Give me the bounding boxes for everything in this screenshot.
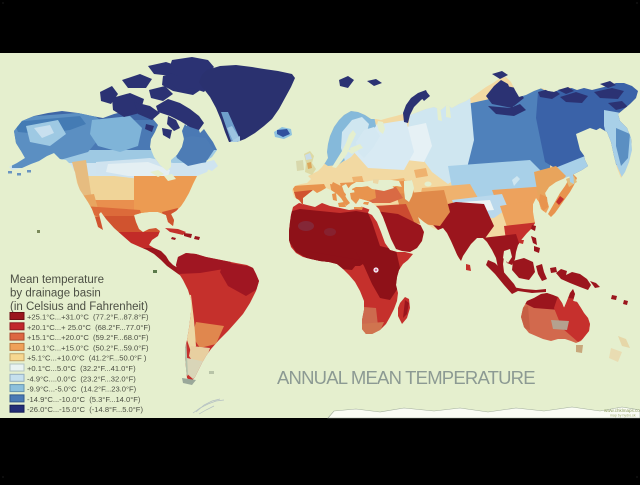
svg-text:+25.1°C...+31.0°C (77.2°F...8: +25.1°C...+31.0°C (77.2°F...87.8°F) bbox=[27, 313, 149, 322]
svg-text:-26.0°C...-15.0°C (-14.8°F...: -26.0°C...-15.0°C (-14.8°F...5.0°F) bbox=[27, 405, 143, 414]
svg-text:+10.1°C...+15.0°C (50.2°F...5: +10.1°C...+15.0°C (50.2°F...59.0°F) bbox=[27, 343, 149, 352]
svg-text:-14.9°C...-10.0°C (5.3°F...14: -14.9°C...-10.0°C (5.3°F...14.0°F) bbox=[27, 395, 141, 404]
svg-text:www.chklmaps.com: www.chklmaps.com bbox=[604, 408, 640, 413]
svg-text:(in Celsius and Fahrenheit): (in Celsius and Fahrenheit) bbox=[10, 301, 148, 313]
svg-text:ANNUAL MEAN TEMPERATURE: ANNUAL MEAN TEMPERATURE bbox=[277, 367, 535, 388]
svg-text:+5.1°C...+10.0°C (41.2°F...50: +5.1°C...+10.0°C (41.2°F...50.0°F ) bbox=[27, 354, 147, 363]
svg-text:-9.9°C...-5.0°C (14.2°F...23.: -9.9°C...-5.0°C (14.2°F...23.0°F) bbox=[27, 385, 137, 394]
svg-text:map by hydro.sk: map by hydro.sk bbox=[610, 414, 636, 418]
svg-text:+0.1°C...5.0°C (32.2°F...41.0: +0.1°C...5.0°C (32.2°F...41.0°F) bbox=[27, 364, 136, 373]
svg-text:by drainage basin: by drainage basin bbox=[10, 288, 101, 300]
svg-text:-4.9°C....0.0°C (23.2°F...32.: -4.9°C....0.0°C (23.2°F...32.0°F) bbox=[27, 374, 136, 383]
svg-text:Mean temperature: Mean temperature bbox=[10, 274, 104, 286]
svg-text:+15.1°C...+20.0°C (59.2°F...6: +15.1°C...+20.0°C (59.2°F...68.0°F) bbox=[27, 333, 149, 342]
svg-text:+20.1°C...+ 25.0°C (68.2°F...: +20.1°C...+ 25.0°C (68.2°F...77.0°F) bbox=[27, 323, 151, 332]
